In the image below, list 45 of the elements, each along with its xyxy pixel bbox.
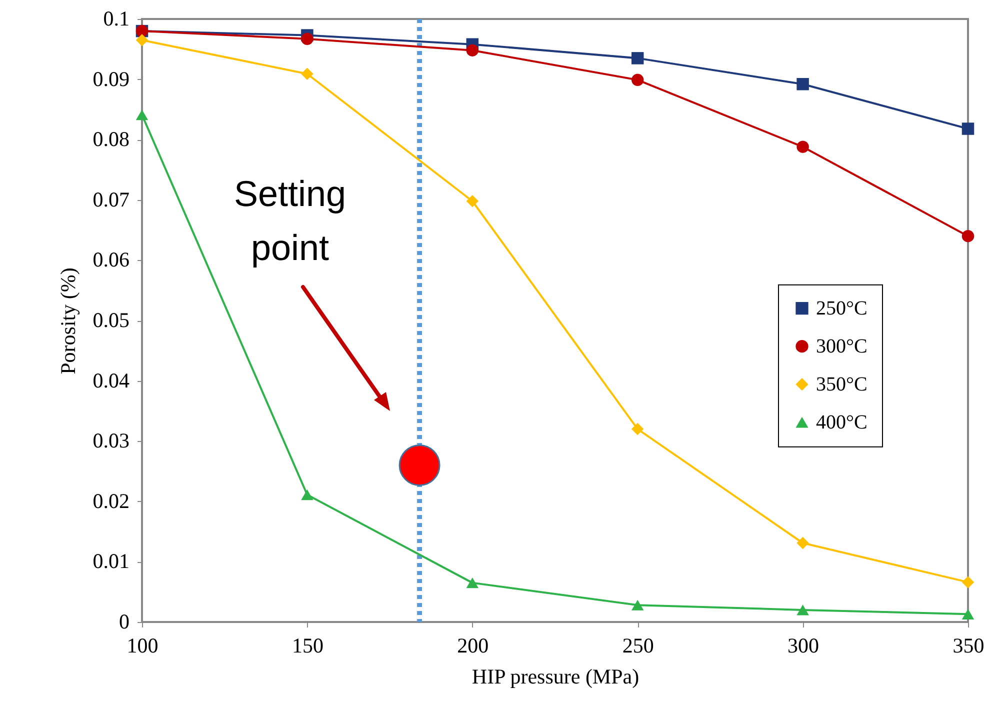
point [796,604,809,616]
point [466,44,479,56]
x-axis-title: HIP pressure (MPa) [472,664,640,688]
x-tick-label: 200 [457,634,489,658]
point [962,122,974,135]
point [796,78,809,90]
legend-label: 300°C [816,335,868,358]
legend-label: 400°C [816,411,868,434]
x-tick-label: 350 [952,634,984,658]
point [466,578,479,588]
point [796,536,809,550]
point [962,576,974,588]
legend-label: 350°C [816,373,868,396]
x-tick-label: 300 [788,634,820,658]
x-tick-label: 100 [126,634,158,658]
legend-label: 250°C [816,297,868,320]
point [962,608,974,620]
annotation: Setting point [234,173,346,268]
point [301,32,314,46]
point [398,444,440,486]
y-tick-label: 0.02 [92,488,130,513]
y-tick-label: 0.01 [92,549,130,574]
y-tick-label: 0 [119,610,130,634]
point [631,422,644,436]
x-tick-label: 250 [622,634,654,658]
y-tick-label: 0.03 [92,428,130,453]
y-tick-label: 0.08 [92,127,130,152]
point [466,194,479,208]
y-tick-label: 0.07 [92,187,130,212]
y-tick-label: 0.09 [92,66,130,91]
point [301,489,314,500]
y-tick-label: 0.05 [92,308,130,332]
point [301,68,314,80]
y-tick-label: 0.06 [92,248,130,272]
x-tick-label: 150 [292,634,324,658]
point [136,34,148,46]
point [631,600,644,610]
y-axis-title: Porosity (%) [56,268,80,374]
point [962,230,974,242]
point [796,140,809,153]
point [136,110,148,120]
point [631,52,644,64]
point [631,74,644,86]
y-tick-label: 0.04 [92,368,130,392]
y-tick-label: 0.1 [103,6,130,30]
